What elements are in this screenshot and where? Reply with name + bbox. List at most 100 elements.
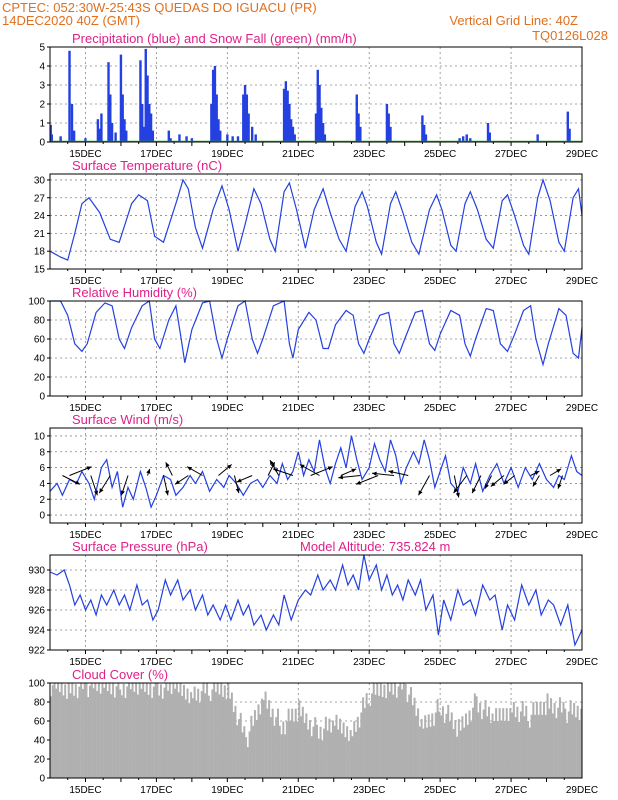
cloud-bar [94,683,97,778]
cloud-bar [356,716,359,778]
x-tick-label: 29DEC [566,785,598,796]
cloud-bar [324,716,327,778]
cloud-bar [282,721,285,778]
precip-bar [96,119,100,142]
y-tick-label: 924 [28,626,45,637]
cloud-bar [172,683,175,778]
cloud-bar [184,699,187,778]
cloud-bar [292,721,295,778]
cloud-bar [427,714,430,778]
cloud-bar [479,702,482,778]
cloud-bar [129,689,132,778]
precip-bar [323,134,327,142]
cloud-bar [202,683,205,778]
y-tick-label: 30 [34,175,46,186]
precip-bar [254,134,257,142]
wind-line [49,435,583,509]
cloud-bar [360,712,363,778]
cloud-bar [466,724,469,778]
cloud-bar [119,689,122,778]
cloud-bar [152,686,155,778]
wind-vector-head [455,492,460,498]
cloud-bar [158,695,161,778]
cloud-bar [342,722,345,778]
cloud-bar [168,683,171,778]
precip-bar [141,104,144,142]
precip-bar [231,136,234,142]
cloud-bar [566,722,569,778]
precip-bar [148,104,151,142]
cloud-bar [317,738,320,778]
precip-bar [389,126,392,142]
precip-bar [213,66,217,142]
cloud-bar [314,717,317,778]
cloud-bar [257,704,260,778]
cloud-bar [417,708,420,778]
cloud-bar [573,702,576,778]
cloud-bar [449,721,451,778]
precip-bar [359,126,362,142]
x-tick-label: 25DEC [424,530,456,541]
wind-vector-head [165,462,170,468]
x-tick-label: 17DEC [140,276,172,287]
cloud-bar [397,686,400,778]
y-tick-label: 100 [28,679,45,690]
precip-bar [314,113,318,142]
x-tick-label: 23DEC [353,530,385,541]
precip-bar [566,111,570,142]
cloud-bar [223,685,226,778]
y-tick-label: 20 [34,755,46,766]
precip-bar [284,81,288,142]
precip-bar [149,113,153,142]
x-tick-label: 27DEC [495,530,527,541]
precip-bar [210,104,213,142]
precip-bar [536,134,539,142]
wind-vector-head [418,490,423,496]
cloud-bar [452,729,455,778]
cloud-bar [355,731,358,778]
x-tick-label: 15DEC [69,276,101,287]
wind-vector-head [235,488,240,494]
precip-bar [316,69,319,142]
cloud-bar [337,729,340,778]
cloud-bar [245,737,248,778]
cloud-bar [301,706,304,778]
y-tick-label: 0 [39,511,45,522]
cloud-bar [530,714,533,778]
cloud-bar [165,683,168,778]
cloud-bar [450,712,453,778]
x-tick-label: 15DEC [69,149,101,160]
cloud-bar [378,695,381,778]
cloud-bar [411,705,414,778]
cloud-bar [291,708,294,778]
wind-vector-head [484,483,489,489]
header-date: 14DEC2020 40Z (GMT) [2,13,140,28]
cloud-bar [424,715,427,778]
cloud-bar [227,683,230,778]
cloud-bar [206,683,209,778]
x-tick-label: 17DEC [140,530,172,541]
precip-bar [217,119,220,142]
panel-wind: 0 2 4 6 8 10 15DEC 17DEC 19DEC 21DEC 23DEC 25DEC 27D… [34,412,598,541]
cloud-bar [441,706,444,778]
cloud-bar [498,708,501,778]
x-tick-label: 25DEC [424,403,456,414]
x-tick-label: 15DEC [69,530,101,541]
y-tick-label: 4 [39,62,45,73]
y-tick-label: 1 [39,119,45,130]
cloud-bar [562,702,565,778]
cloud-bar [186,688,189,778]
y-tick-label: 0 [39,774,45,785]
cloud-bar [525,705,528,778]
x-tick-label: 21DEC [282,657,314,668]
y-tick-label: 21 [34,229,46,240]
cloud-bar [177,692,180,778]
cloud-bar [64,684,67,778]
cloud-bar [495,708,498,778]
precip-bar [107,62,110,143]
panel-annotation: Model Altitude: 735.824 m [300,539,450,554]
cloud-bar [519,711,522,778]
cloud-bar [259,714,262,778]
cloud-bar [351,736,354,778]
